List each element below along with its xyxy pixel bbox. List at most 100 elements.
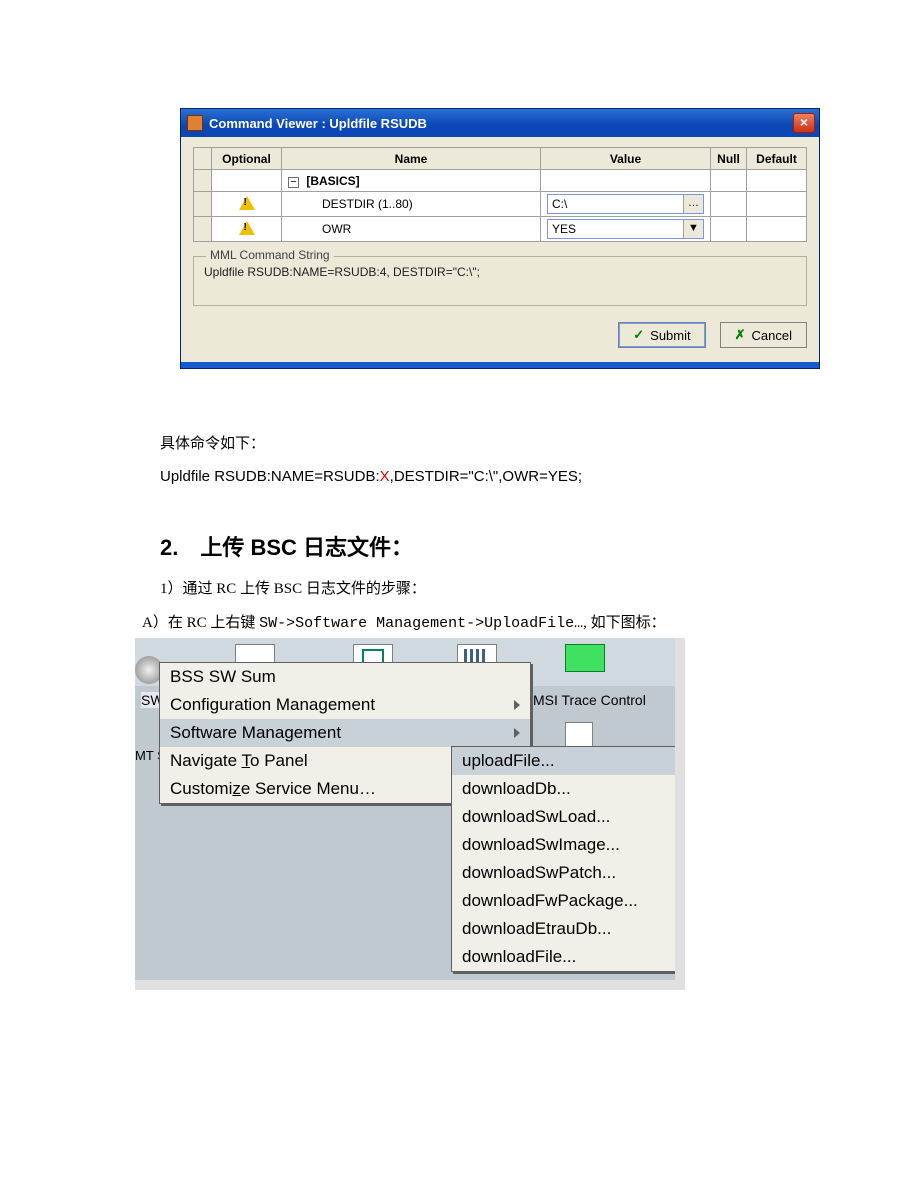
- submenu-item-downloadfile[interactable]: downloadFile...: [452, 943, 682, 971]
- cell-null: [711, 192, 747, 217]
- cancel-label: Cancel: [752, 328, 792, 343]
- cell-name: DESTDIR (1..80): [282, 192, 541, 217]
- cross-icon: ✗: [735, 327, 746, 343]
- menu-label: downloadDb...: [462, 779, 571, 798]
- owr-select[interactable]: YES ▼: [547, 219, 704, 239]
- menu-label: Navigate To Panel: [170, 751, 308, 771]
- cell-value: YES ▼: [541, 217, 711, 242]
- table-row: OWR YES ▼: [194, 217, 807, 242]
- cmd-prefix: Upldfile RSUDB:NAME=RSUDB:: [160, 468, 380, 485]
- close-icon[interactable]: ×: [793, 113, 815, 133]
- submenu-item-downloadetraudb[interactable]: downloadEtrauDb...: [452, 915, 682, 943]
- bottom-strip: [181, 362, 819, 368]
- submenu: uploadFile... downloadDb... downloadSwLo…: [451, 746, 683, 972]
- browse-button-icon[interactable]: …: [683, 195, 703, 213]
- command-viewer-dialog: Command Viewer : Upldfile RSUDB × Option…: [180, 108, 820, 369]
- menu-label: Software Management: [170, 723, 341, 743]
- cell-value: C:\ …: [541, 192, 711, 217]
- menu-item-config-mgmt[interactable]: Configuration Management: [160, 691, 530, 719]
- destdir-input[interactable]: C:\ …: [547, 194, 704, 214]
- cell-default: [747, 217, 807, 242]
- substep-a: A）在 RC 上右键 SW->Software Management->Uplo…: [142, 609, 780, 639]
- app-icon: [187, 115, 203, 131]
- substep-1: 1）通过 RC 上传 BSC 日志文件的步骤：: [160, 575, 780, 604]
- titlebar[interactable]: Command Viewer : Upldfile RSUDB ×: [181, 109, 819, 137]
- title-text: Command Viewer : Upldfile RSUDB: [209, 116, 793, 131]
- cell-value: [541, 170, 711, 192]
- table-row: − [BASICS]: [194, 170, 807, 192]
- dropdown-arrow-icon[interactable]: ▼: [683, 220, 703, 238]
- cell-default: [747, 192, 807, 217]
- submenu-item-downloadswimage[interactable]: downloadSwImage...: [452, 831, 682, 859]
- group-legend: MML Command String: [206, 248, 334, 262]
- menu-label: downloadSwImage...: [462, 835, 620, 854]
- col-handle: [194, 148, 212, 170]
- mml-command-text: Upldfile RSUDB:NAME=RSUDB:4, DESTDIR="C:…: [204, 265, 796, 279]
- col-value: Value: [541, 148, 711, 170]
- menu-label: downloadSwPatch...: [462, 863, 616, 882]
- cell-null: [711, 170, 747, 192]
- warning-icon: [239, 196, 255, 210]
- menu-label: Configuration Management: [170, 695, 375, 715]
- submenu-item-uploadfile[interactable]: uploadFile...: [452, 747, 682, 775]
- submit-button[interactable]: ✓ Submit: [618, 322, 705, 348]
- menu-label: BSS SW Sum: [170, 667, 276, 687]
- cell-section[interactable]: − [BASICS]: [282, 170, 541, 192]
- menu-label: uploadFile...: [462, 751, 555, 770]
- cancel-button[interactable]: ✗ Cancel: [720, 322, 807, 348]
- vertical-scrollbar[interactable]: [675, 638, 685, 990]
- menu-label: Customize Service Menu…: [170, 779, 376, 799]
- paragraph: 具体命令如下：: [160, 430, 780, 459]
- stepA-path: SW->Software Management->UploadFile…: [259, 615, 583, 632]
- menu-label: downloadSwLoad...: [462, 807, 610, 826]
- submenu-item-downloadswload[interactable]: downloadSwLoad...: [452, 803, 682, 831]
- dialog-body: Optional Name Value Null Default − [BASI…: [181, 137, 819, 362]
- cmd-suffix: ,DESTDIR="C:\",OWR=YES;: [390, 468, 582, 485]
- param-table: Optional Name Value Null Default − [BASI…: [193, 147, 807, 242]
- col-optional: Optional: [212, 148, 282, 170]
- cell-optional: [212, 217, 282, 242]
- horizontal-scrollbar[interactable]: [135, 980, 685, 990]
- table-header-row: Optional Name Value Null Default: [194, 148, 807, 170]
- owr-value: YES: [548, 222, 683, 236]
- menu-item-software-mgmt[interactable]: Software Management: [160, 719, 530, 747]
- cell-default: [747, 170, 807, 192]
- stepA-post: , 如下图标：: [583, 615, 666, 631]
- command-line: Upldfile RSUDB:NAME=RSUDB:X,DESTDIR="C:\…: [160, 463, 780, 492]
- rc-menu-screenshot: SW MT S MSI Trace Control BSS SW Sum Con…: [135, 638, 685, 990]
- submenu-arrow-icon: [514, 728, 520, 738]
- cmd-variable: X: [380, 468, 390, 485]
- stepA-pre: A）在 RC 上右键: [142, 615, 259, 631]
- col-null: Null: [711, 148, 747, 170]
- submit-label: Submit: [650, 328, 690, 343]
- submenu-item-downloadswpatch[interactable]: downloadSwPatch...: [452, 859, 682, 887]
- tree-collapse-icon[interactable]: −: [288, 177, 299, 188]
- check-icon: ✓: [633, 327, 644, 343]
- cell-name: OWR: [282, 217, 541, 242]
- col-name: Name: [282, 148, 541, 170]
- menu-item-bss-sw-sum[interactable]: BSS SW Sum: [160, 663, 530, 691]
- document-text: 具体命令如下： Upldfile RSUDB:NAME=RSUDB:X,DEST…: [160, 430, 780, 639]
- cell-optional: [212, 170, 282, 192]
- row-handle[interactable]: [194, 217, 212, 242]
- cell-optional: [212, 192, 282, 217]
- msi-label: MSI Trace Control: [533, 692, 646, 708]
- section-label: [BASICS]: [306, 174, 359, 188]
- destdir-value: C:\: [548, 197, 683, 211]
- warning-icon: [239, 221, 255, 235]
- row-handle[interactable]: [194, 170, 212, 192]
- table-row: DESTDIR (1..80) C:\ …: [194, 192, 807, 217]
- cell-null: [711, 217, 747, 242]
- menu-label: downloadFwPackage...: [462, 891, 638, 910]
- col-default: Default: [747, 148, 807, 170]
- toolbar-icon[interactable]: [565, 644, 605, 672]
- button-row: ✓ Submit ✗ Cancel: [193, 322, 807, 348]
- submenu-item-downloaddb[interactable]: downloadDb...: [452, 775, 682, 803]
- submenu-item-downloadfwpackage[interactable]: downloadFwPackage...: [452, 887, 682, 915]
- submenu-arrow-icon: [514, 700, 520, 710]
- menu-label: downloadFile...: [462, 947, 576, 966]
- section-heading: 2. 上传 BSC 日志文件：: [160, 527, 780, 569]
- mml-command-group: MML Command String Upldfile RSUDB:NAME=R…: [193, 256, 807, 306]
- menu-label: downloadEtrauDb...: [462, 919, 611, 938]
- row-handle[interactable]: [194, 192, 212, 217]
